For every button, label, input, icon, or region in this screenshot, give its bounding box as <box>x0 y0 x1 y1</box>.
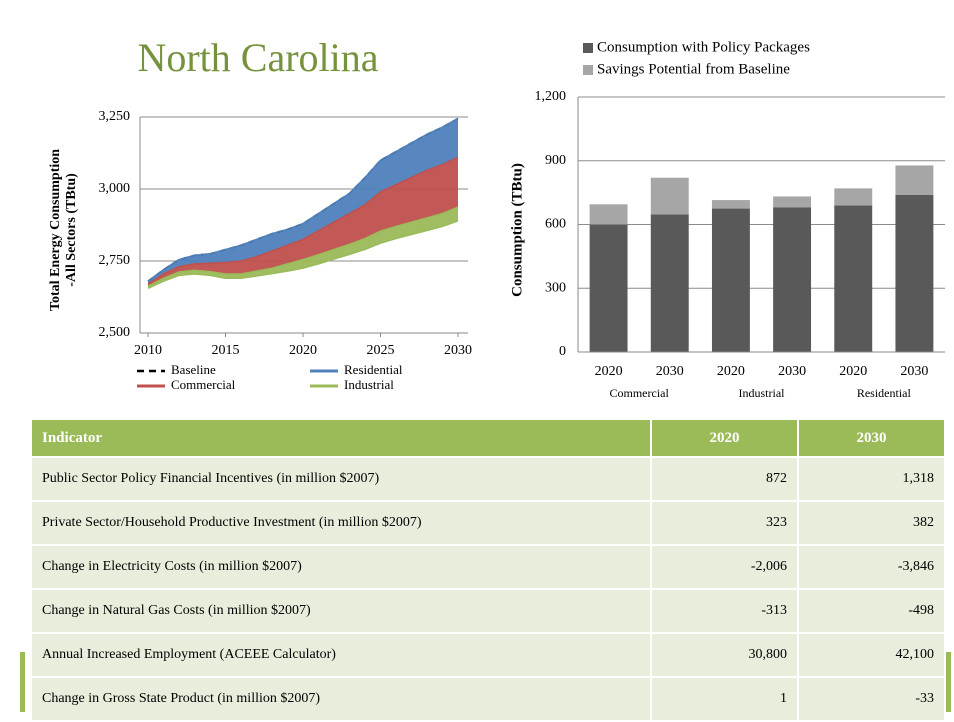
x-tick-label: 2020 <box>289 343 317 358</box>
group-label: Commercial <box>610 386 670 400</box>
x-tick-label: 2020 <box>595 364 623 379</box>
y-tick-label: 1,200 <box>535 89 567 104</box>
group-label: Industrial <box>739 386 786 400</box>
legend-swatch <box>583 65 593 75</box>
table-row: Change in Electricity Costs (in million … <box>31 545 945 589</box>
y-tick-label: 3,250 <box>99 109 131 124</box>
group-label: Residential <box>857 386 912 400</box>
table-row: Private Sector/Household Productive Inve… <box>31 501 945 545</box>
table-row: Change in Natural Gas Costs (in million … <box>31 589 945 633</box>
bar <box>773 196 811 207</box>
y-tick-label: 0 <box>559 344 566 359</box>
x-tick-label: 2030 <box>900 364 928 379</box>
x-tick-label: 2020 <box>717 364 745 379</box>
side-accent <box>20 652 25 712</box>
legend-label: Baseline <box>171 362 216 377</box>
y-tick-label: 2,750 <box>99 253 131 268</box>
y-axis-title: Total Energy Consumption -All Sectors (T… <box>48 149 79 311</box>
bar <box>651 178 689 215</box>
indicator-cell: Change in Gross State Product (in millio… <box>31 677 651 721</box>
y-axis-title: Consumption (TBtu) <box>509 163 525 297</box>
x-tick-label: 2015 <box>212 343 240 358</box>
header-cell: 2030 <box>798 419 945 457</box>
y-axis-title-line: Total Energy Consumption <box>48 149 63 311</box>
value-cell: 30,800 <box>651 633 798 677</box>
bar <box>895 165 933 194</box>
x-tick-label: 2010 <box>134 343 162 358</box>
value-cell: 872 <box>651 457 798 501</box>
table-row: Public Sector Policy Financial Incentive… <box>31 457 945 501</box>
value-cell: 382 <box>798 501 945 545</box>
bar <box>590 204 628 224</box>
y-tick-label: 3,000 <box>99 181 131 196</box>
bar <box>712 209 750 352</box>
value-cell: -313 <box>651 589 798 633</box>
indicator-cell: Annual Increased Employment (ACEEE Calcu… <box>31 633 651 677</box>
bar <box>651 214 689 352</box>
legend-label: Savings Potential from Baseline <box>597 61 790 77</box>
page: {"chart_data": [ {"type": "area", "title… <box>0 0 954 721</box>
chart-title: North Carolina <box>137 35 378 80</box>
value-cell: -2,006 <box>651 545 798 589</box>
y-tick-label: 900 <box>545 153 566 168</box>
bar <box>834 188 872 205</box>
value-cell: -3,846 <box>798 545 945 589</box>
legend-label: Consumption with Policy Packages <box>597 39 810 55</box>
legend-label: Industrial <box>344 377 394 392</box>
table-row: Change in Gross State Product (in millio… <box>31 677 945 721</box>
value-cell: -498 <box>798 589 945 633</box>
legend-swatch <box>583 43 593 53</box>
table-row: Annual Increased Employment (ACEEE Calcu… <box>31 633 945 677</box>
value-cell: -33 <box>798 677 945 721</box>
x-tick-label: 2025 <box>367 343 395 358</box>
y-tick-label: 600 <box>545 217 566 232</box>
side-accent <box>946 652 951 712</box>
x-tick-label: 2030 <box>656 364 684 379</box>
x-tick-label: 2020 <box>839 364 867 379</box>
bar <box>773 208 811 353</box>
indicator-cell: Public Sector Policy Financial Incentive… <box>31 457 651 501</box>
value-cell: 1 <box>651 677 798 721</box>
y-tick-label: 300 <box>545 280 566 295</box>
y-tick-label: 2,500 <box>99 325 131 340</box>
bar <box>712 200 750 209</box>
legend-label: Commercial <box>171 377 236 392</box>
bar <box>895 195 933 352</box>
value-cell: 323 <box>651 501 798 545</box>
legend-label: Residential <box>344 362 403 377</box>
header-cell: Indicator <box>31 419 651 457</box>
value-cell: 42,100 <box>798 633 945 677</box>
x-tick-label: 2030 <box>444 343 472 358</box>
header-cell: 2020 <box>651 419 798 457</box>
charts: North Carolina Total Energy Consumption … <box>0 0 954 418</box>
x-tick-label: 2030 <box>778 364 806 379</box>
indicator-cell: Change in Natural Gas Costs (in million … <box>31 589 651 633</box>
indicator-cell: Change in Electricity Costs (in million … <box>31 545 651 589</box>
y-axis-title-line: -All Sectors (TBtu) <box>64 173 79 287</box>
value-cell: 1,318 <box>798 457 945 501</box>
indicator-cell: Private Sector/Household Productive Inve… <box>31 501 651 545</box>
bar <box>834 205 872 352</box>
bar <box>590 225 628 353</box>
